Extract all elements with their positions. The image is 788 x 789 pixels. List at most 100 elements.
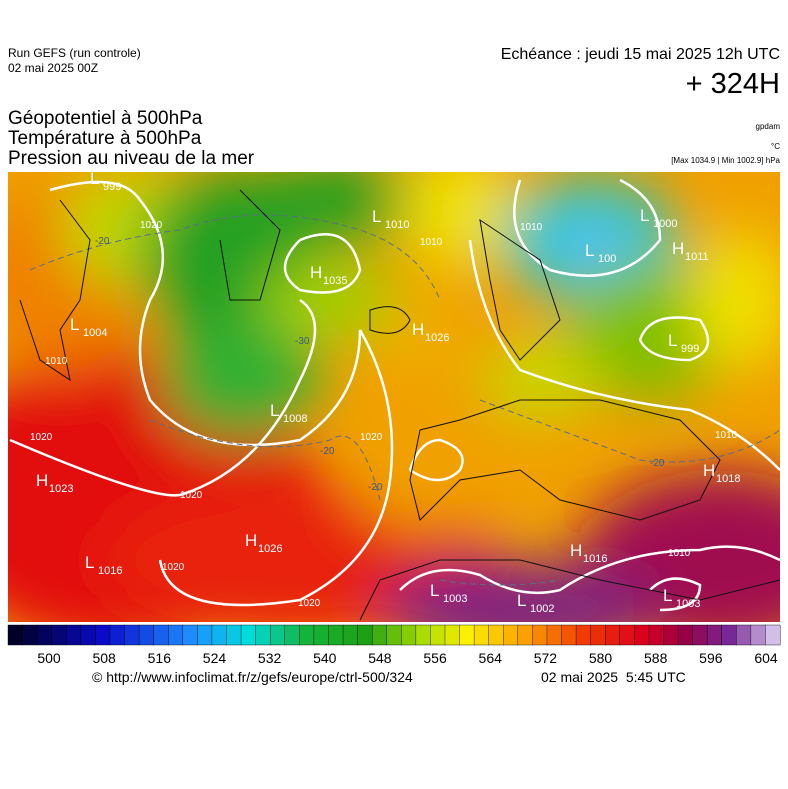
colorbar-swatch xyxy=(386,624,402,646)
isobar-label: -20 xyxy=(368,482,383,493)
title: Géopotentiel à 500hPa xyxy=(8,108,203,129)
isobar-label: 1020 xyxy=(162,562,185,573)
colorbar-swatch xyxy=(663,624,679,646)
colorbar-label: 524 xyxy=(203,650,227,666)
isobar-label: 1010 xyxy=(520,222,543,233)
colorbar-swatch xyxy=(168,624,184,646)
colorbar-swatch xyxy=(648,624,664,646)
colorbar-label: 508 xyxy=(92,650,116,666)
center-value: 1011 xyxy=(685,251,709,263)
center-value: 1004 xyxy=(83,327,107,339)
colorbar-label: 540 xyxy=(313,650,337,666)
colorbar-swatch xyxy=(546,624,563,646)
colorbar-swatch xyxy=(284,624,300,646)
center-letter: L xyxy=(90,169,99,188)
center-value: 1026 xyxy=(258,543,282,555)
center-value: 999 xyxy=(681,343,699,355)
colorbar-swatch xyxy=(750,624,766,646)
colorbar-swatch xyxy=(211,624,227,646)
colorbar-swatch xyxy=(51,624,67,646)
colorbar-swatch xyxy=(473,624,490,646)
colorbar-label: 556 xyxy=(423,650,447,666)
center-letter: L xyxy=(270,401,279,420)
center-value: 100 xyxy=(598,253,616,265)
center-value: 1016 xyxy=(583,553,607,565)
isobar-label: 1020 xyxy=(140,220,163,231)
colorbar-swatch xyxy=(444,624,461,646)
isobar-label: -20 xyxy=(650,458,665,469)
center-letter: L xyxy=(85,553,94,572)
isobar-label: 1020 xyxy=(360,432,383,443)
colorbar-swatch xyxy=(138,624,155,646)
colorbar-swatch xyxy=(634,624,650,646)
colorbar-swatch xyxy=(415,624,431,646)
center-letter: L xyxy=(70,315,79,334)
colorbar-swatch xyxy=(36,624,53,646)
center-value: 1035 xyxy=(323,275,347,287)
title: Pression au niveau de la mer xyxy=(8,148,255,169)
colorbar-swatch xyxy=(561,624,577,646)
colorbar-swatch xyxy=(80,624,96,646)
center-value: 1008 xyxy=(283,413,307,425)
center-letter: H xyxy=(310,263,322,282)
isobar-label: -20 xyxy=(95,236,110,247)
colorbar-swatch xyxy=(430,624,446,646)
center-letter: L xyxy=(585,241,594,260)
colorbar-swatch xyxy=(517,624,533,646)
colorbar-swatch xyxy=(488,624,504,646)
colorbar-swatch xyxy=(95,624,111,646)
colorbar-swatch xyxy=(342,624,359,646)
horizon: + 324H xyxy=(685,68,780,100)
colorbar-swatch xyxy=(532,624,548,646)
colorbar-label: 516 xyxy=(148,650,172,666)
center-value: 1003 xyxy=(443,593,467,605)
colorbar-swatch xyxy=(357,624,373,646)
center-value: 1016 xyxy=(98,565,122,577)
colorbar-swatch xyxy=(765,624,781,646)
source: © http://www.infoclimat.fr/z/gefs/europe… xyxy=(92,669,413,685)
unit: °C xyxy=(771,142,780,151)
center-value: 1000 xyxy=(653,218,677,230)
colorbar-swatch xyxy=(109,624,126,646)
center-letter: H xyxy=(245,531,257,550)
colorbar-swatch xyxy=(677,624,694,646)
colorbar-swatch xyxy=(255,624,271,646)
center-letter: L xyxy=(430,581,439,600)
colorbar-label: 548 xyxy=(368,650,392,666)
colorbar-swatch xyxy=(226,624,242,646)
center-letter: L xyxy=(663,586,672,605)
center-letter: H xyxy=(672,239,684,258)
colorbar-label: 532 xyxy=(258,650,282,666)
center-letter: H xyxy=(703,461,715,480)
colorbar-swatch xyxy=(692,624,708,646)
colorbar-swatch xyxy=(66,624,82,646)
isobar-label: 1020 xyxy=(30,432,53,443)
colorbar-swatch xyxy=(299,624,315,646)
center-letter: H xyxy=(36,471,48,490)
center-letter: H xyxy=(412,320,424,339)
echeance: Echéance : jeudi 15 mai 2025 12h UTC xyxy=(500,46,780,63)
isobar-label: -20 xyxy=(320,446,335,457)
unit: gpdam xyxy=(755,122,780,131)
center-value: 1003 xyxy=(676,598,700,610)
center-value: 1023 xyxy=(49,483,73,495)
center-letter: H xyxy=(570,541,582,560)
center-letter: L xyxy=(517,591,526,610)
isobar-label: 1010 xyxy=(668,548,691,559)
colorbar-label: 500 xyxy=(37,650,61,666)
colorbar-swatch xyxy=(371,624,388,646)
colorbar-swatch xyxy=(605,624,621,646)
colorbar-swatch xyxy=(313,624,329,646)
colorbar-swatch xyxy=(736,624,752,646)
center-value: 1018 xyxy=(716,473,740,485)
colorbar-label: 604 xyxy=(754,650,778,666)
colorbar-swatch xyxy=(153,624,169,646)
center-value: 1002 xyxy=(530,603,554,615)
colorbar-label: 564 xyxy=(479,650,503,666)
colorbar-swatch xyxy=(269,624,286,646)
colorbar-swatch xyxy=(22,624,38,646)
colorbar-swatch xyxy=(7,624,24,646)
colorbar-swatch xyxy=(240,624,257,646)
colorbar-swatch xyxy=(124,624,140,646)
